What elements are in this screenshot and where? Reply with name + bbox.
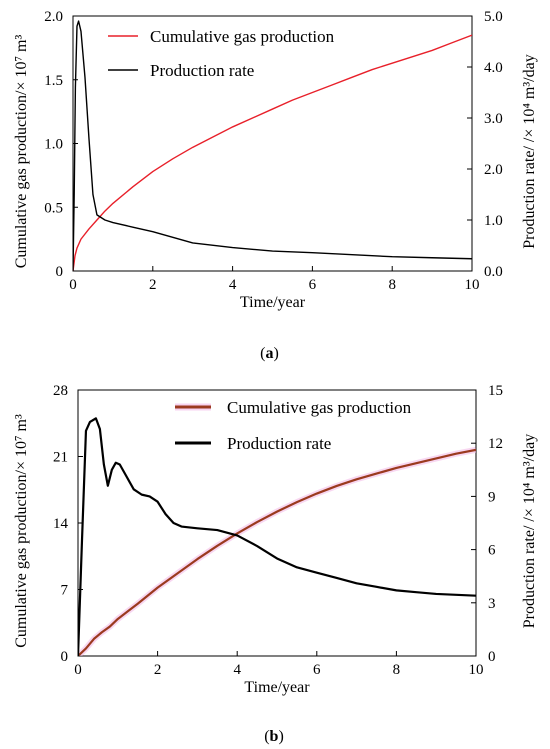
x-tick-label: 10 [469, 662, 484, 678]
y-left-tick-label: 21 [53, 450, 68, 466]
y-left-axis-title: Cumulative gas production/× 10⁷ m³ [13, 414, 30, 648]
y-left-tick-label: 7 [61, 583, 69, 599]
x-tick-label: 2 [154, 662, 162, 678]
x-tick-label: 4 [233, 662, 241, 678]
x-tick-label: 8 [388, 277, 396, 293]
series-line-1 [78, 448, 476, 656]
chart-panel-b: 0 2 4 6 8 100714212803691215Time/yearCumulati… [13, 383, 538, 745]
y-right-tick-label: 1.0 [484, 213, 503, 229]
y-right-axis-title: Production rate/ /× 10⁴ m³/day [521, 434, 538, 628]
x-axis-title: Time/year [244, 679, 310, 696]
x-tick-label: 6 [313, 662, 321, 678]
x-tick-label: 2 [149, 277, 157, 293]
chart-panel-a: 0 2 4 6 8 10 0 0.5 1.0 1.5 2.0 0.0 1.0 2.0 3.0 4.0 5.0 Ti… [13, 9, 538, 362]
y-right-tick-label: 6 [488, 543, 496, 559]
y-right-tick-label: 3 [488, 596, 496, 612]
x-tick-label: 4 [229, 277, 237, 293]
panel-label: (a) [260, 345, 279, 362]
x-tick-label: 10 [465, 277, 480, 293]
y-right-tick-label: 0.0 [484, 264, 503, 280]
y-left-tick-label: 0 [61, 649, 69, 665]
y-left-tick-label: 0.5 [44, 200, 63, 216]
y-left-tick-label: 2.0 [44, 9, 63, 25]
y-right-tick-label: 12 [488, 436, 503, 452]
y-right-tick-label: 9 [488, 489, 496, 505]
y-right-axis-title: Production rate/ /× 10⁴ m³/day [521, 54, 538, 248]
legend-label-2: Production rate [227, 434, 331, 453]
plot-frame [77, 389, 477, 657]
series-line-2 [78, 417, 476, 656]
panel-label-letter: a [266, 345, 274, 362]
y-left-tick-label: 14 [53, 516, 69, 532]
y-left-tick-label: 1.0 [44, 137, 63, 153]
y-right-tick-label: 3.0 [484, 111, 503, 127]
y-right-tick-label: 0 [488, 649, 496, 665]
x-tick-label: 0 [69, 277, 77, 293]
series-line-2 [73, 20, 472, 271]
legend-label-1: Cumulative gas production [150, 27, 335, 46]
legend: Cumulative gas production Production rate [175, 398, 412, 453]
legend-label-2: Production rate [150, 61, 254, 80]
panel-label: (b) [264, 728, 284, 745]
series-halo-1 [78, 446, 476, 656]
y-right-tick-label: 5.0 [484, 9, 503, 25]
x-tick-label: 6 [309, 277, 317, 293]
plot-frame [72, 15, 473, 272]
panel-label-close: ) [278, 728, 283, 745]
legend-label-1: Cumulative gas production [227, 398, 412, 417]
legend: Cumulative gas production Production rate [108, 27, 335, 80]
series-line-1 [73, 34, 472, 271]
x-tick-label: 8 [393, 662, 401, 678]
panel-label-close: ) [274, 345, 279, 362]
y-right-tick-label: 4.0 [484, 60, 503, 76]
y-left-tick-label: 1.5 [44, 73, 63, 89]
panel-label-letter: b [270, 728, 279, 745]
panel-label-open: ( [264, 728, 269, 745]
y-right-tick-label: 2.0 [484, 162, 503, 178]
y-left-tick-label: 0 [56, 264, 64, 280]
y-left-tick-label: 28 [53, 383, 68, 399]
y-right-tick-label: 15 [488, 383, 503, 399]
x-axis-title: Time/year [240, 294, 306, 311]
y-left-axis-title: Cumulative gas production/× 10⁷ m³ [13, 35, 30, 269]
panel-label-open: ( [260, 345, 265, 362]
x-tick-label: 0 [74, 662, 82, 678]
